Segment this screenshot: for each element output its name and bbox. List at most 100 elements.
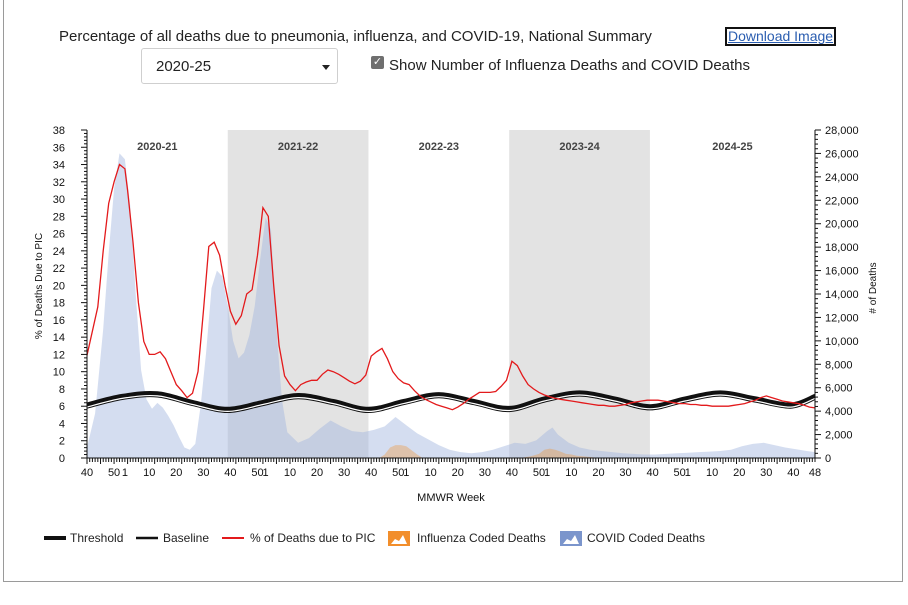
axis-labels: MMWR Week % of Deaths Due to PIC # of Deat… [34,233,879,504]
covid-deaths-area [87,153,815,458]
x-tick-label: 50 [392,467,404,479]
x-tick-label: 1 [122,467,128,479]
show-deaths-checkbox[interactable]: ✓ [371,56,384,69]
x-tick-label: 10 [143,467,155,479]
y-tick-label-left: 0 [59,453,65,465]
series-lines [86,163,816,414]
season-label: 2024-25 [712,141,752,153]
show-deaths-label: Show Number of Influenza Deaths and COVI… [389,57,751,74]
season-label: 2022-23 [419,141,459,153]
x-tick-label: 50 [674,467,686,479]
y-tick-label-left: 6 [59,401,65,413]
y-axis-title-left: % of Deaths Due to PIC [34,233,45,339]
threshold-line [86,390,816,411]
x-tick-label: 48 [809,467,821,479]
y-tick-label-left: 18 [53,298,65,310]
y-tick-label-left: 30 [53,194,65,206]
y-tick-label-right: 12,000 [825,312,859,324]
x-tick-label: 40 [224,467,236,479]
x-tick-label: 10 [706,467,718,479]
x-tick-label: 50 [108,467,120,479]
y-tick-label-right: 22,000 [825,195,859,207]
chevron-down-icon [322,65,330,70]
x-tick-label: 30 [760,467,772,479]
x-tick-label: 1 [685,467,691,479]
x-tick-label: 20 [452,467,464,479]
x-tick-label: 1 [403,467,409,479]
y-tick-label-right: 26,000 [825,148,859,160]
pic-chart: 2020-21 2021-22 2022-23 2023-24 2024-25 0246… [34,125,879,504]
legend-label: % of Deaths due to PIC [250,531,376,545]
x-tick-label: 50 [251,467,263,479]
x-tick-label: 40 [506,467,518,479]
season-select[interactable]: 2020-25 [141,48,338,84]
x-tick-label: 10 [565,467,577,479]
chart-title: Percentage of all deaths due to pneumoni… [59,28,652,45]
y-tick-label-left: 10 [53,367,65,379]
axes: 0246810121416182022242628303234363802,00… [53,125,859,479]
y-tick-label-left: 2 [59,436,65,448]
y-tick-label-right: 14,000 [825,289,859,301]
y-tick-label-right: 2,000 [825,430,853,442]
x-tick-label: 1 [544,467,550,479]
legend-label: Influenza Coded Deaths [417,531,546,545]
y-tick-label-right: 28,000 [825,125,859,137]
x-tick-label: 20 [592,467,604,479]
y-tick-label-right: 20,000 [825,219,859,231]
y-tick-label-left: 32 [53,177,65,189]
influenza-area-icon [388,531,410,546]
legend-label: Baseline [163,531,210,545]
y-tick-label-left: 14 [53,332,65,344]
season-label: 2020-21 [137,141,177,153]
pic-line [86,163,816,411]
x-tick-label: 40 [787,467,799,479]
y-tick-label-right: 16,000 [825,266,859,278]
download-image-link[interactable]: Download Image [724,27,837,46]
season-label: 2021-22 [278,141,318,153]
y-tick-label-right: 8,000 [825,359,853,371]
season-select-value: 2020-25 [156,58,212,75]
season-label: 2023-24 [559,141,600,153]
x-tick-label: 30 [197,467,209,479]
y-tick-label-left: 16 [53,315,65,327]
season-band [509,130,650,458]
y-tick-label-left: 24 [53,246,65,258]
legend-label: Threshold [70,531,124,545]
x-axis-title: MMWR Week [417,492,485,504]
y-tick-label-left: 4 [59,418,65,430]
y-tick-label-right: 6,000 [825,383,853,395]
legend-label: COVID Coded Deaths [587,531,706,545]
x-tick-label: 40 [646,467,658,479]
x-tick-label: 20 [170,467,182,479]
x-tick-label: 30 [619,467,631,479]
y-tick-label-left: 12 [53,349,65,361]
y-tick-label-left: 20 [53,280,65,292]
x-tick-label: 10 [425,467,437,479]
y-tick-label-left: 34 [53,160,65,172]
chart-legend: Threshold Baseline % of Deaths due to PI… [0,529,908,549]
y-tick-label-left: 28 [53,211,65,223]
y-tick-label-right: 24,000 [825,172,859,184]
x-tick-label: 1 [263,467,269,479]
y-tick-label-left: 26 [53,229,65,241]
x-tick-label: 40 [81,467,93,479]
y-tick-label-left: 22 [53,263,65,275]
y-tick-label-left: 36 [53,142,65,154]
y-tick-label-left: 38 [53,125,65,137]
y-tick-label-left: 8 [59,384,65,396]
chart-frame [3,0,903,582]
y-axis-title-right: # of Deaths [868,262,879,313]
x-tick-label: 20 [311,467,323,479]
covid-area-icon [560,531,582,546]
x-tick-label: 30 [479,467,491,479]
x-tick-label: 20 [733,467,745,479]
baseline-line-inner [86,394,816,413]
y-tick-label-right: 4,000 [825,406,853,418]
death-areas [87,153,815,458]
x-tick-label: 10 [284,467,296,479]
x-tick-label: 50 [533,467,545,479]
y-tick-label-right: 0 [825,453,831,465]
x-tick-label: 30 [338,467,350,479]
y-tick-label-right: 10,000 [825,336,859,348]
x-tick-label: 40 [365,467,377,479]
